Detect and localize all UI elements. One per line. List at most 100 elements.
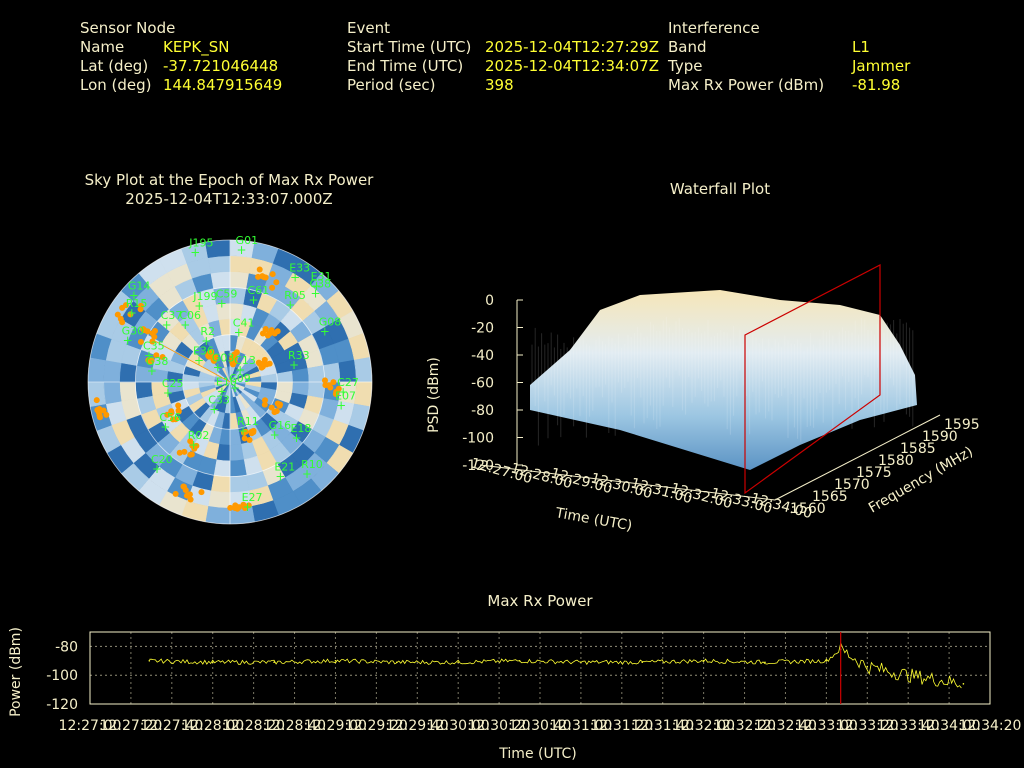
satellite-marker: + — [310, 286, 320, 300]
power-time-tick-label: 12:34:20 — [959, 718, 1022, 734]
frequency-tick-label: 1560 — [790, 501, 826, 517]
interference-marker — [189, 442, 196, 449]
skyplot-cell — [207, 490, 231, 509]
max-power-point — [273, 661, 275, 664]
satellite-label: R02 — [188, 429, 210, 442]
satellite-marker: + — [162, 318, 172, 332]
satellite-marker: + — [129, 288, 139, 302]
interference-marker — [176, 449, 183, 456]
interference-marker — [149, 338, 156, 345]
satellite-label: J195 — [188, 236, 213, 249]
max-power-point — [457, 661, 459, 664]
satellite-marker: + — [190, 245, 200, 259]
max-power-value: -81.98 — [852, 76, 901, 94]
interference-marker — [261, 401, 268, 408]
skyplot-epoch: 2025-12-04T12:33:07.000Z — [125, 190, 333, 208]
power-time-tick-label: 12:31:00 — [549, 718, 612, 734]
type-value: Jammer — [852, 57, 911, 75]
max-power-point — [962, 683, 965, 685]
band-value: L1 — [852, 38, 870, 56]
frequency-tick-label: 1570 — [834, 477, 870, 493]
band-label: Band — [668, 38, 707, 56]
interference-marker — [240, 501, 247, 508]
power-tick-label: -120 — [46, 697, 78, 713]
satellite-marker: + — [194, 299, 204, 313]
skyplot-cell — [88, 357, 106, 383]
interference-marker — [321, 377, 328, 384]
interference-marker — [198, 489, 205, 496]
interference-marker — [273, 279, 280, 286]
interference-marker — [103, 411, 110, 418]
satellite-marker: + — [285, 298, 295, 312]
frequency-tick-label: 1590 — [922, 429, 958, 445]
satellite-marker: + — [289, 358, 299, 372]
interference-marker — [96, 414, 103, 421]
interference-marker — [277, 401, 284, 408]
power-time-tick-label: 12:27:00 — [59, 718, 122, 734]
event-heading: Event — [347, 19, 390, 37]
max-power-point — [211, 661, 214, 664]
power-time-tick-label: 12:32:40 — [754, 718, 817, 734]
power-time-tick-label: 12:27:40 — [140, 718, 203, 734]
satellite-label: C37 — [161, 309, 183, 322]
max-power-label: Max Rx Power (dBm) — [668, 76, 825, 94]
satellite-marker: + — [194, 353, 204, 367]
power-time-tick-label: 12:27:20 — [99, 718, 162, 734]
skyplot-title: Sky Plot at the Epoch of Max Rx Power — [84, 171, 374, 189]
skyplot-cell — [207, 255, 231, 274]
skyplot-cell — [229, 271, 250, 290]
satellite-label: G03 — [212, 351, 235, 364]
satellite-label: C56 — [159, 411, 181, 424]
power-time-tick-label: 12:33:20 — [836, 718, 899, 734]
satellite-label: C38 — [309, 277, 331, 290]
interference-marker — [330, 379, 337, 386]
power-time-tick-label: 12:32:20 — [713, 718, 776, 734]
power-time-tick-label: 12:30:40 — [509, 718, 572, 734]
interference-marker — [181, 448, 188, 455]
satellite-marker: + — [275, 470, 285, 484]
psd-tick-label: -80 — [471, 403, 494, 419]
power-time-tick-label: 12:31:20 — [590, 718, 653, 734]
end-time-label: End Time (UTC) — [347, 57, 464, 75]
time-axis-label: Time (UTC) — [553, 505, 633, 534]
psd-tick-label: -60 — [471, 376, 494, 392]
power-time-tick-label: 12:30:00 — [427, 718, 490, 734]
satellite-marker: + — [217, 385, 227, 399]
power-time-tick-label: 12:34:00 — [918, 718, 981, 734]
interference-marker — [229, 359, 236, 366]
power-time-tick-label: 12:32:00 — [672, 718, 735, 734]
max-power-point — [148, 660, 151, 662]
period-label: Period (sec) — [347, 76, 436, 94]
satellite-label: R15 — [126, 297, 148, 310]
power-time-tick-label: 12:33:40 — [877, 718, 940, 734]
waterfall-title: Waterfall Plot — [669, 180, 771, 198]
satellite-marker: + — [230, 381, 240, 395]
interference-bearing — [151, 339, 231, 383]
satellite-marker: + — [209, 402, 219, 416]
interference-marker — [100, 407, 107, 414]
interference-marker — [264, 332, 271, 339]
interference-marker — [260, 360, 267, 367]
interference-marker — [269, 271, 276, 278]
time-axis — [479, 464, 776, 501]
interference-marker — [159, 354, 166, 361]
max-power-point — [907, 674, 909, 676]
satellite-marker: + — [127, 306, 137, 320]
satellite-marker: + — [152, 462, 162, 476]
interference-marker — [168, 408, 175, 415]
skyplot-cell — [229, 255, 253, 274]
interference-marker — [325, 382, 332, 389]
satellite-marker: + — [147, 364, 157, 378]
frequency-tick-label: 1595 — [944, 417, 980, 433]
satellite-label: E36 — [193, 344, 214, 357]
max-power-trace — [149, 641, 962, 689]
start-time-label: Start Time (UTC) — [347, 38, 472, 56]
interference-marker — [256, 266, 263, 273]
satellite-marker: + — [201, 334, 211, 348]
skyplot-cell — [103, 359, 122, 383]
sensor-node-heading: Sensor Node — [80, 19, 176, 37]
satellite-marker: + — [160, 420, 170, 434]
interference-marker — [117, 315, 124, 322]
interference-marker — [269, 284, 276, 291]
satellite-label: R10 — [301, 458, 323, 471]
